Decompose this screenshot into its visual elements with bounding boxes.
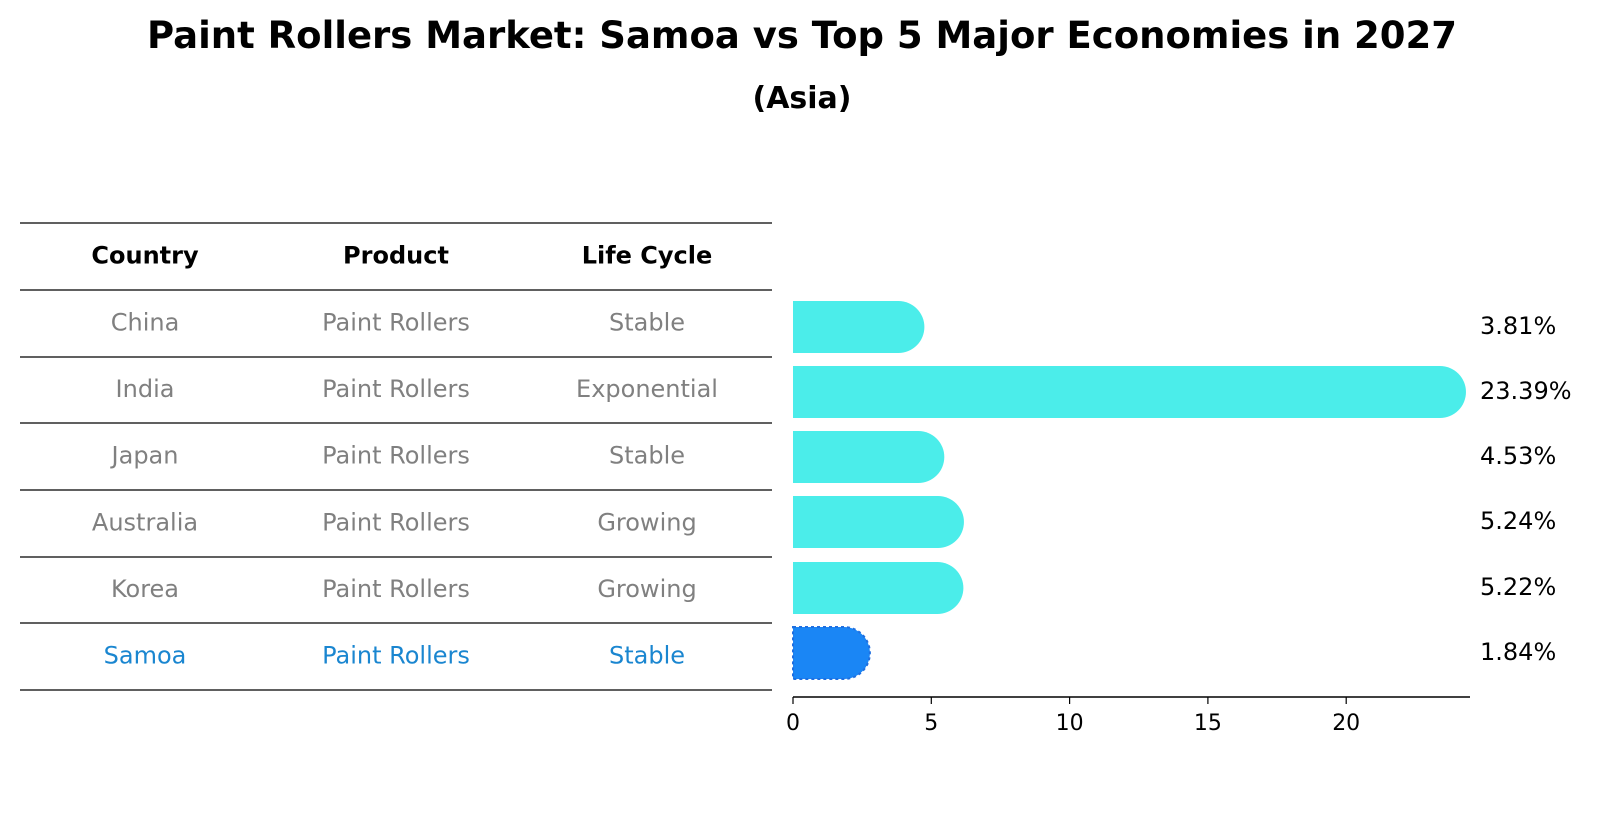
table-cell-life-cycle: Growing xyxy=(597,509,696,537)
bar-value-label: 23.39% xyxy=(1480,377,1572,405)
bar-korea xyxy=(793,562,964,614)
x-axis: 0 5 10 15 20 xyxy=(786,696,1470,736)
bar-value-label: 4.53% xyxy=(1480,442,1556,470)
data-table: Country Product Life Cycle China Paint Rolle… xyxy=(20,222,772,691)
table-cell-product: Paint Rollers xyxy=(322,575,470,603)
table-header-cell: Product xyxy=(343,242,449,270)
table-cell-country: Korea xyxy=(111,575,179,603)
bar-value-label: 1.84% xyxy=(1480,638,1556,666)
bar-plot: 3.81% 23.39% 4.53% 5.24% 5.22% 1.84% xyxy=(792,301,1572,680)
table-header-cell: Life Cycle xyxy=(582,242,713,270)
chart-subtitle: (Asia) xyxy=(752,81,852,116)
table-cell-life-cycle: Stable xyxy=(609,642,685,670)
table-cell-country: Australia xyxy=(92,509,198,537)
bar-india xyxy=(793,366,1466,418)
table-cell-country: Japan xyxy=(110,442,179,470)
table-cell-life-cycle: Exponential xyxy=(576,375,718,403)
bar-japan xyxy=(793,431,945,483)
table-cell-product: Paint Rollers xyxy=(322,309,470,337)
chart-title: Paint Rollers Market: Samoa vs Top 5 Maj… xyxy=(146,14,1458,57)
x-tick-label: 10 xyxy=(1056,711,1084,736)
table-cell-life-cycle: Growing xyxy=(597,575,696,603)
bar-value-label: 5.22% xyxy=(1480,573,1556,601)
table-cell-product: Paint Rollers xyxy=(322,509,470,537)
bar-australia xyxy=(793,496,964,548)
table-cell-life-cycle: Stable xyxy=(609,442,685,470)
table-cell-product: Paint Rollers xyxy=(322,442,470,470)
bar-china xyxy=(793,301,925,353)
table-cell-country: China xyxy=(111,309,180,337)
table-cell-product: Paint Rollers xyxy=(322,642,470,670)
x-tick-label: 15 xyxy=(1194,711,1222,736)
table-cell-product: Paint Rollers xyxy=(322,375,470,403)
bar-value-label: 3.81% xyxy=(1480,312,1556,340)
bar-samoa xyxy=(792,626,871,680)
table-cell-country: Samoa xyxy=(104,642,187,670)
table-header-cell: Country xyxy=(91,242,199,270)
x-tick-label: 0 xyxy=(786,711,800,736)
table-cell-life-cycle: Stable xyxy=(609,309,685,337)
bar-value-label: 5.24% xyxy=(1480,507,1556,535)
x-tick-label: 5 xyxy=(924,711,938,736)
table-cell-country: India xyxy=(116,375,175,403)
x-tick-label: 20 xyxy=(1332,711,1360,736)
